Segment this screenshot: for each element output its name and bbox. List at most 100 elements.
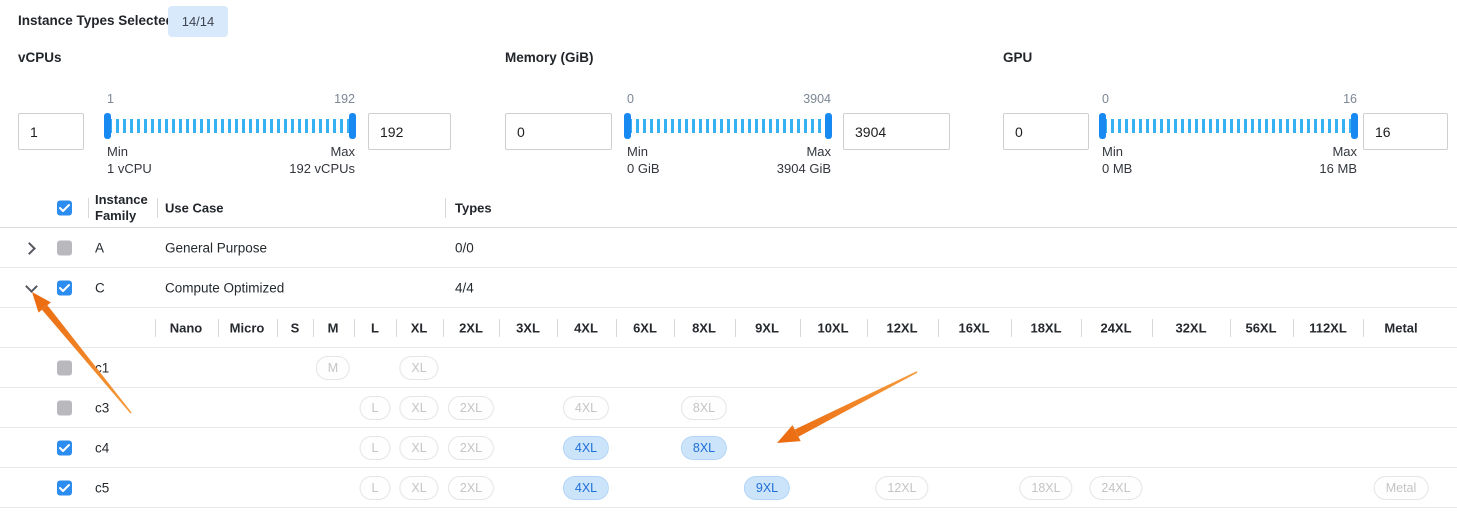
size-col-6xl: 6XL: [633, 320, 657, 335]
size-badge[interactable]: 12XL: [875, 475, 929, 500]
size-badge-selected[interactable]: 9XL: [743, 475, 791, 500]
column-separator: [938, 319, 939, 337]
row-checkbox-c3[interactable]: [57, 400, 72, 415]
gpu-max-unit: 16 MB: [1319, 161, 1357, 176]
size-col-18xl: 18XL: [1030, 320, 1062, 335]
chevron-down-icon: [24, 279, 38, 293]
gpu-slider-track[interactable]: [1099, 113, 1358, 139]
gpu-max-caption: Max: [1332, 144, 1357, 159]
memory-min-input[interactable]: [505, 113, 612, 150]
size-badge[interactable]: 24XL: [1089, 475, 1143, 500]
size-badge[interactable]: 18XL: [1019, 475, 1073, 500]
size-badge-selected[interactable]: 8XL: [680, 435, 728, 460]
memory-min-caption: Min: [627, 144, 648, 159]
row-checkbox-c4[interactable]: [57, 440, 72, 455]
types-count: 4/4: [455, 280, 474, 295]
size-badge-selected[interactable]: 4XL: [562, 475, 610, 500]
vcpus-slider-track[interactable]: [104, 113, 356, 139]
size-badge[interactable]: 2XL: [447, 475, 495, 500]
gpu-max-input[interactable]: [1363, 113, 1448, 150]
use-case: General Purpose: [165, 240, 268, 255]
select-all-checkbox[interactable]: [57, 200, 72, 215]
size-badge[interactable]: 8XL: [680, 395, 728, 420]
column-separator: [313, 319, 314, 337]
size-col-micro: Micro: [229, 320, 265, 335]
memory-range-min: 0: [627, 92, 634, 106]
size-badge[interactable]: M: [315, 355, 351, 380]
memory-max-unit: 3904 GiB: [776, 161, 831, 176]
size-badge-selected[interactable]: 4XL: [562, 435, 610, 460]
memory-max-caption: Max: [806, 144, 831, 159]
row-checkbox-c[interactable]: [57, 280, 72, 295]
check-icon: [59, 283, 70, 292]
instance-name: c5: [95, 480, 110, 495]
memory-slider[interactable]: 0 3904 Min 0 GiB Max 3904 GiB: [624, 92, 832, 176]
row-checkbox-c5[interactable]: [57, 480, 72, 495]
vcpus-max-unit: 192 vCPUs: [289, 161, 355, 176]
size-col-12xl: 12XL: [886, 320, 918, 335]
size-col-s: S: [290, 320, 300, 335]
memory-slider-track[interactable]: [624, 113, 832, 139]
column-separator: [1081, 319, 1082, 337]
row-checkbox-a[interactable]: [57, 240, 72, 255]
memory-max-input[interactable]: [843, 113, 950, 150]
vcpus-min-input[interactable]: [18, 113, 84, 150]
size-badge[interactable]: XL: [399, 435, 439, 460]
size-badge[interactable]: 4XL: [562, 395, 610, 420]
size-badge[interactable]: L: [359, 475, 391, 500]
vcpus-slider-handle-max[interactable]: [349, 113, 356, 139]
size-col-56xl: 56XL: [1245, 320, 1277, 335]
size-badge[interactable]: 2XL: [447, 435, 495, 460]
size-badge[interactable]: L: [359, 435, 391, 460]
column-separator: [88, 198, 89, 218]
selected-count-badge: 14/14: [168, 6, 228, 37]
instance-row-c4: c4 L XL 2XL 4XL 8XL: [0, 428, 1457, 468]
expand-toggle-a[interactable]: [18, 228, 44, 268]
vcpus-title: vCPUs: [18, 50, 62, 65]
vcpus-min-unit: 1 vCPU: [107, 161, 152, 176]
size-badge[interactable]: L: [359, 395, 391, 420]
check-icon: [59, 443, 70, 452]
column-separator: [735, 319, 736, 337]
column-separator: [354, 319, 355, 337]
column-separator: [443, 319, 444, 337]
memory-slider-handle-min[interactable]: [624, 113, 631, 139]
chevron-right-icon: [23, 241, 36, 255]
size-col-m: M: [327, 320, 339, 335]
gpu-slider-handle-max[interactable]: [1351, 113, 1358, 139]
family-row-a: A General Purpose 0/0: [0, 228, 1457, 268]
size-badge[interactable]: XL: [399, 355, 439, 380]
column-separator: [1230, 319, 1231, 337]
vcpus-slider-handle-min[interactable]: [104, 113, 111, 139]
column-separator: [557, 319, 558, 337]
memory-min-unit: 0 GiB: [627, 161, 660, 176]
instance-row-c5: c5 L XL 2XL 4XL 9XL 12XL 18XL 24XL Metal: [0, 468, 1457, 508]
slider-ticks: [629, 119, 827, 133]
instance-name: c4: [95, 440, 110, 455]
vcpus-max-input[interactable]: [368, 113, 451, 150]
size-col-8xl: 8XL: [692, 320, 716, 335]
gpu-title: GPU: [1003, 50, 1033, 65]
size-badge[interactable]: XL: [399, 475, 439, 500]
check-icon: [59, 483, 70, 492]
gpu-min-input[interactable]: [1003, 113, 1089, 150]
column-separator: [1363, 319, 1364, 337]
row-checkbox-c1[interactable]: [57, 360, 72, 375]
column-separator: [1152, 319, 1153, 337]
size-badge[interactable]: Metal: [1373, 475, 1429, 500]
expand-toggle-c[interactable]: [18, 268, 44, 308]
memory-slider-handle-max[interactable]: [825, 113, 832, 139]
size-badge[interactable]: 2XL: [447, 395, 495, 420]
instance-name: c1: [95, 360, 110, 375]
gpu-slider[interactable]: 0 16 Min 0 MB Max 16 MB: [1099, 92, 1358, 176]
memory-range-max: 3904: [803, 92, 831, 106]
instance-name: c3: [95, 400, 110, 415]
size-col-xl: XL: [410, 320, 428, 335]
slider-ticks: [1104, 119, 1353, 133]
size-badge[interactable]: XL: [399, 395, 439, 420]
gpu-slider-handle-min[interactable]: [1099, 113, 1106, 139]
gpu-min-unit: 0 MB: [1102, 161, 1133, 176]
size-col-metal: Metal: [1384, 320, 1418, 335]
vcpus-slider[interactable]: 1 192 Min 1 vCPU Max 192 vCPUs: [104, 92, 356, 176]
vcpus-range-min: 1: [107, 92, 114, 106]
